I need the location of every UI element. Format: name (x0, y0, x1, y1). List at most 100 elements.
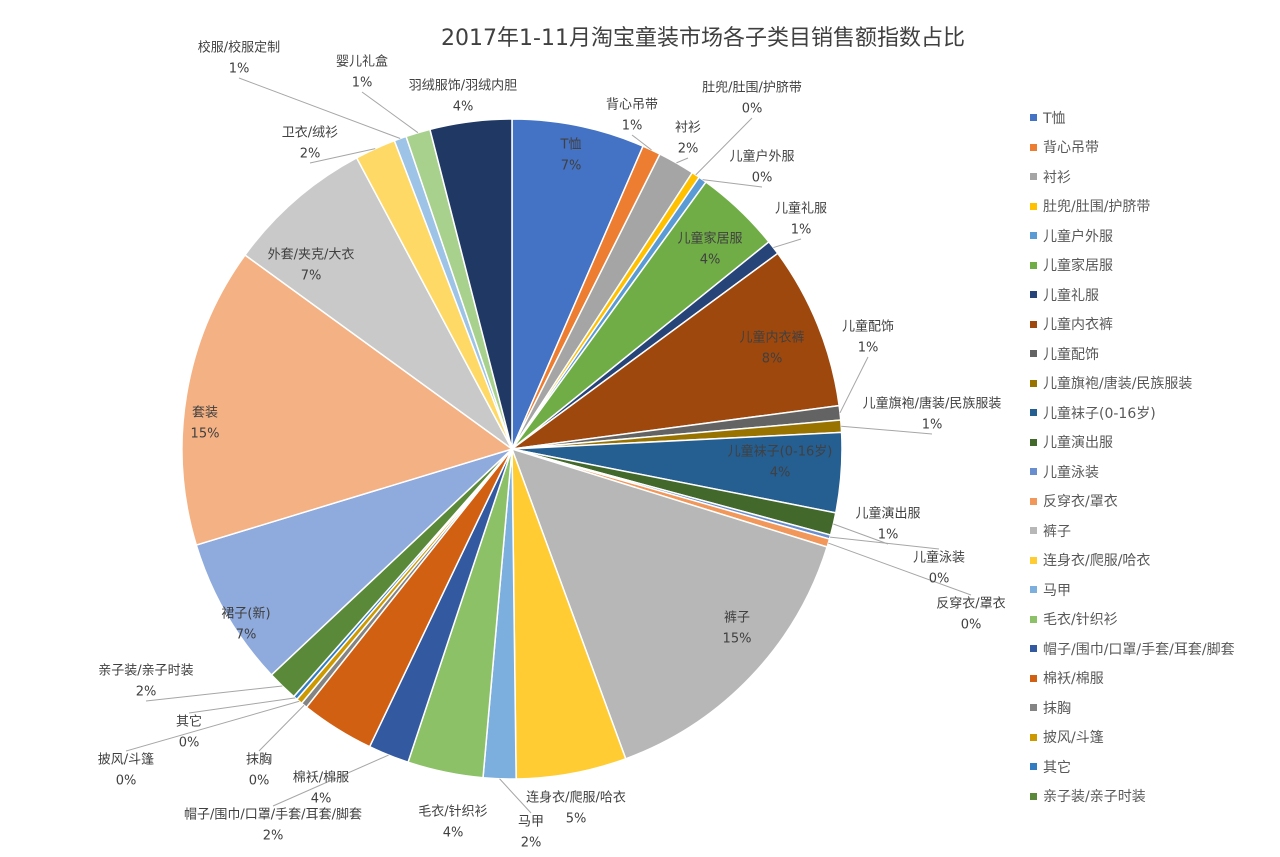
pie-slice (195, 448, 513, 676)
data-label-name: 儿童户外服 (729, 149, 794, 165)
data-label-percent: 4% (443, 826, 464, 841)
data-label-name: 裤子 (724, 611, 750, 626)
legend-swatch (1030, 350, 1037, 358)
data-label-name: 儿童家居服 (677, 231, 742, 247)
data-label-name: 儿童演出服 (855, 506, 920, 522)
data-label-percent: 0% (742, 102, 763, 117)
legend-item: 毛衣/针织衫 (1030, 605, 1235, 635)
legend-label: 帽子/围巾/口罩/手套/耳套/脚套 (1043, 641, 1235, 658)
legend-swatch (1030, 497, 1037, 505)
legend-label: 儿童袜子(0-16岁) (1043, 405, 1156, 422)
leader-line (839, 356, 869, 414)
legend: T恤 背心吊带 衬衫 肚兜/肚围/护脐带 儿童户外服 儿童家居服 儿童礼服 儿童内衣裤 儿童配饰… (1030, 103, 1235, 811)
leader-line (828, 542, 972, 596)
legend-label: 儿童旗袍/唐装/民族服装 (1043, 376, 1193, 393)
leader-line (773, 238, 802, 249)
legend-item: 背心吊带 (1030, 133, 1235, 163)
leader-line (145, 685, 283, 702)
legend-item: 抹胸 (1030, 693, 1235, 723)
data-label-percent: 7% (236, 628, 257, 643)
data-label-name: 帽子/围巾/口罩/手套/耳套/脚套 (184, 807, 362, 823)
data-label-percent: 1% (878, 528, 899, 543)
legend-item: 儿童袜子(0-16岁) (1030, 398, 1235, 428)
data-label-name: 毛衣/针织衫 (418, 804, 487, 820)
legend-label: 儿童配饰 (1043, 346, 1099, 363)
pie-slice (511, 118, 645, 450)
data-label-name: 连身衣/爬服/哈衣 (526, 790, 626, 806)
legend-label: 裤子 (1043, 523, 1071, 540)
data-label-name: 肚兜/肚围/护脐带 (702, 81, 802, 96)
data-label-name: 抹胸 (246, 753, 272, 768)
legend-label: 其它 (1043, 759, 1071, 776)
legend-label: 抹胸 (1043, 700, 1071, 717)
pie-slice (510, 447, 829, 760)
data-label-percent: 1% (922, 418, 943, 433)
data-label-name: 反穿衣/罩衣 (936, 596, 1005, 612)
leader-line (258, 704, 305, 752)
data-label-percent: 2% (263, 829, 284, 844)
legend-label: 背心吊带 (1043, 140, 1099, 157)
legend-item: 披风/斗篷 (1030, 723, 1235, 753)
data-label-percent: 1% (229, 62, 250, 77)
legend-swatch (1030, 615, 1037, 623)
leader-line (309, 148, 376, 164)
leader-line (125, 700, 300, 752)
legend-label: 连身衣/爬服/哈衣 (1043, 553, 1151, 570)
data-label-name: 儿童旗袍/唐装/民族服装 (863, 396, 1002, 412)
leader-line (829, 536, 940, 550)
chart-title: 2017年1-11月淘宝童装市场各子类目销售额指数占比 (441, 26, 965, 51)
data-label-name: 棉袄/棉服 (293, 771, 349, 786)
legend-label: 儿童演出服 (1043, 435, 1113, 452)
data-label-name: 衬衫 (675, 121, 701, 136)
legend-label: 披风/斗篷 (1043, 730, 1104, 747)
legend-swatch (1030, 527, 1037, 535)
legend-item: 肚兜/肚围/护脐带 (1030, 192, 1235, 222)
data-label-percent: 0% (929, 572, 950, 587)
data-label-percent: 1% (622, 119, 643, 134)
legend-item: 马甲 (1030, 575, 1235, 605)
legend-swatch (1030, 202, 1037, 210)
data-label-percent: 5% (566, 812, 587, 827)
data-label-name: 羽绒服饰/羽绒内胆 (409, 78, 517, 94)
data-label-percent: 2% (136, 685, 157, 700)
data-label-percent: 15% (723, 632, 752, 647)
legend-label: 儿童家居服 (1043, 258, 1113, 275)
legend-item: T恤 (1030, 103, 1235, 133)
data-label-name: 儿童配饰 (842, 319, 894, 335)
legend-label: 毛衣/针织衫 (1043, 612, 1118, 629)
legend-item: 反穿衣/罩衣 (1030, 487, 1235, 517)
data-label-percent: 1% (858, 341, 879, 356)
data-label-percent: 1% (791, 223, 812, 238)
data-label-name: 马甲 (518, 815, 544, 830)
legend-label: 反穿衣/罩衣 (1043, 494, 1118, 511)
legend-swatch (1030, 409, 1037, 417)
data-label-percent: 0% (179, 736, 200, 751)
legend-item: 亲子装/亲子时装 (1030, 782, 1235, 812)
leader-line (499, 778, 532, 814)
data-label-name: 裙子(新) (221, 606, 270, 622)
legend-swatch (1030, 586, 1037, 594)
legend-swatch (1030, 468, 1037, 476)
leader-line (676, 157, 689, 164)
legend-item: 帽子/围巾/口罩/手套/耳套/脚套 (1030, 634, 1235, 664)
data-label-percent: 4% (700, 253, 721, 268)
leader-line (631, 134, 652, 151)
legend-label: 马甲 (1043, 582, 1071, 599)
legend-swatch (1030, 763, 1037, 771)
legend-swatch (1030, 114, 1037, 122)
data-label-percent: 1% (352, 76, 373, 91)
pie-slice (243, 156, 513, 450)
legend-swatch (1030, 379, 1037, 387)
data-label-percent: 0% (116, 774, 137, 789)
leader-line (833, 523, 889, 545)
legend-label: 棉袄/棉服 (1043, 671, 1104, 688)
data-label-percent: 0% (249, 774, 270, 789)
legend-swatch (1030, 232, 1037, 240)
data-label-name: 儿童内衣裤 (739, 330, 804, 346)
data-label-percent: 4% (311, 792, 332, 807)
data-label-name: 婴儿礼盒 (336, 54, 388, 70)
data-label-percent: 2% (300, 147, 321, 162)
data-label-percent: 0% (752, 171, 773, 186)
legend-item: 儿童旗袍/唐装/民族服装 (1030, 369, 1235, 399)
legend-swatch (1030, 173, 1037, 181)
